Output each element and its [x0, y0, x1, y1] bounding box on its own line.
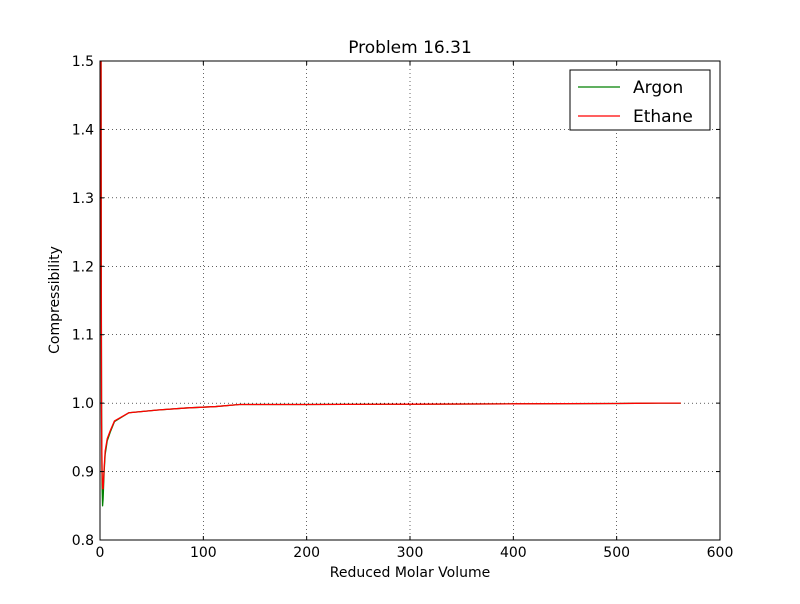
x-tick-label: 100 — [190, 545, 217, 561]
y-tick-label: 1.1 — [72, 328, 94, 344]
x-tick-label: 400 — [500, 545, 527, 561]
legend-box — [569, 69, 711, 131]
axis-ticks — [99, 60, 721, 541]
x-tick-label: 200 — [293, 545, 320, 561]
legend-label-ethane: Ethane — [633, 107, 693, 127]
y-tick-label: 0.8 — [72, 533, 94, 549]
x-tick-label: 600 — [707, 545, 734, 561]
legend-label-argon: Argon — [633, 78, 683, 98]
legend: Argon Ethane — [569, 69, 711, 131]
y-tick-labels: 0.8 0.9 1.0 1.1 1.2 1.3 1.4 1.5 — [72, 54, 94, 549]
chart-title: Problem 16.31 — [348, 38, 472, 58]
y-tick-label: 1.0 — [72, 396, 94, 412]
y-tick-label: 1.4 — [72, 122, 94, 138]
x-tick-label: 300 — [397, 545, 424, 561]
y-tick-label: 1.5 — [72, 54, 94, 70]
plot-area — [100, 61, 720, 540]
x-tick-label: 500 — [603, 545, 630, 561]
series-line-ethane — [100, 61, 681, 490]
y-tick-label: 0.9 — [72, 465, 94, 481]
x-tick-labels: 0 100 200 300 400 500 600 — [96, 545, 734, 561]
y-axis-label: Compressibility — [47, 246, 63, 354]
y-tick-label: 1.2 — [72, 259, 94, 275]
x-tick-label: 0 — [96, 545, 105, 561]
y-tick-label: 1.3 — [72, 191, 94, 207]
x-axis-label: Reduced Molar Volume — [330, 565, 491, 581]
series-lines — [100, 61, 681, 507]
